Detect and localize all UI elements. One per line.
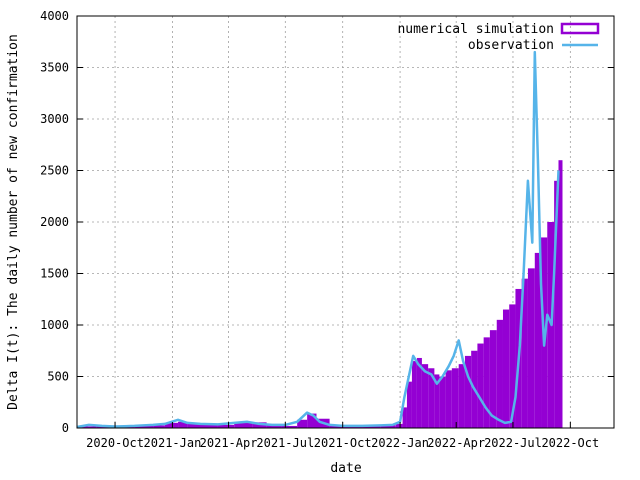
simulation-bar (458, 364, 465, 428)
legend-label-simulation: numerical simulation (397, 22, 554, 37)
y-axis-label: Delta I(t): The daily number of new conf… (6, 34, 21, 410)
y-tick-label: 3500 (40, 61, 69, 75)
simulation-bar (297, 419, 308, 428)
y-tick-label: 2500 (40, 164, 69, 178)
simulation-bar (445, 370, 452, 428)
simulation-bar (406, 381, 412, 428)
y-tick-label: 4000 (40, 9, 69, 23)
simulation-bar (395, 423, 403, 428)
simulation-bar (380, 425, 396, 428)
simulation-bar (527, 268, 535, 428)
grid-lines (77, 16, 614, 428)
y-tick-label: 500 (47, 370, 69, 384)
simulation-bar (200, 424, 218, 428)
simulation-bar (362, 425, 381, 428)
simulation-bar (416, 357, 422, 428)
simulation-bar (434, 374, 440, 428)
simulation-bars (77, 160, 563, 428)
y-tick-label: 2000 (40, 215, 69, 229)
simulation-bar (402, 407, 407, 428)
x-tick-label: 2022-Jul (484, 436, 542, 450)
observation-line (76, 50, 560, 429)
x-tick-label: 2022-Oct (541, 436, 599, 450)
simulation-bar (521, 278, 528, 428)
y-tick-label: 1500 (40, 267, 69, 281)
simulation-bar (534, 252, 542, 428)
simulation-bar (153, 425, 165, 428)
simulation-bar (502, 309, 510, 428)
x-tick-label: 2021-Jul (256, 436, 314, 450)
legend: numerical simulation observation (397, 22, 600, 53)
simulation-bar (307, 413, 317, 428)
simulation-bar (464, 355, 472, 428)
simulation-bar (558, 160, 563, 428)
simulation-bar (477, 343, 484, 428)
simulation-bar (164, 422, 179, 428)
simulation-bar (77, 426, 97, 428)
y-tick-label: 1000 (40, 318, 69, 332)
x-axis-label: date (330, 461, 361, 476)
simulation-bar (266, 424, 282, 428)
simulation-bar (428, 368, 435, 428)
x-tick-label: 2022-Apr (427, 436, 485, 450)
x-tick-label: 2021-Jan (144, 436, 202, 450)
simulation-bar (496, 319, 503, 428)
x-tick-label: 2021-Oct (314, 436, 372, 450)
simulation-bar (134, 425, 154, 428)
simulation-bar (421, 364, 429, 428)
x-tick-label: 2022-Jan (371, 436, 429, 450)
y-tick-label: 0 (62, 421, 69, 435)
y-tick-label: 3000 (40, 112, 69, 126)
simulation-bar (217, 424, 235, 428)
x-tick-label: 2020-Oct (86, 436, 144, 450)
simulation-bar (451, 368, 459, 428)
observation-line-group (76, 50, 560, 429)
simulation-bar (411, 361, 417, 428)
simulation-bar (178, 421, 188, 428)
simulation-bar (489, 330, 497, 428)
legend-swatch-simulation (560, 22, 600, 35)
simulation-bar (281, 425, 298, 428)
simulation-bar (554, 180, 559, 428)
simulation-bar (509, 304, 516, 428)
simulation-bar (234, 422, 253, 428)
axis-ticks: 0 500 1000 1500 2000 2500 3000 3500 4000 2020-Oct… (40, 9, 614, 450)
simulation-bar (439, 376, 446, 428)
simulation-bar (483, 337, 490, 428)
legend-label-observation: observation (468, 38, 554, 53)
x-tick-label: 2021-Apr (200, 436, 258, 450)
simulation-bar (187, 423, 201, 428)
